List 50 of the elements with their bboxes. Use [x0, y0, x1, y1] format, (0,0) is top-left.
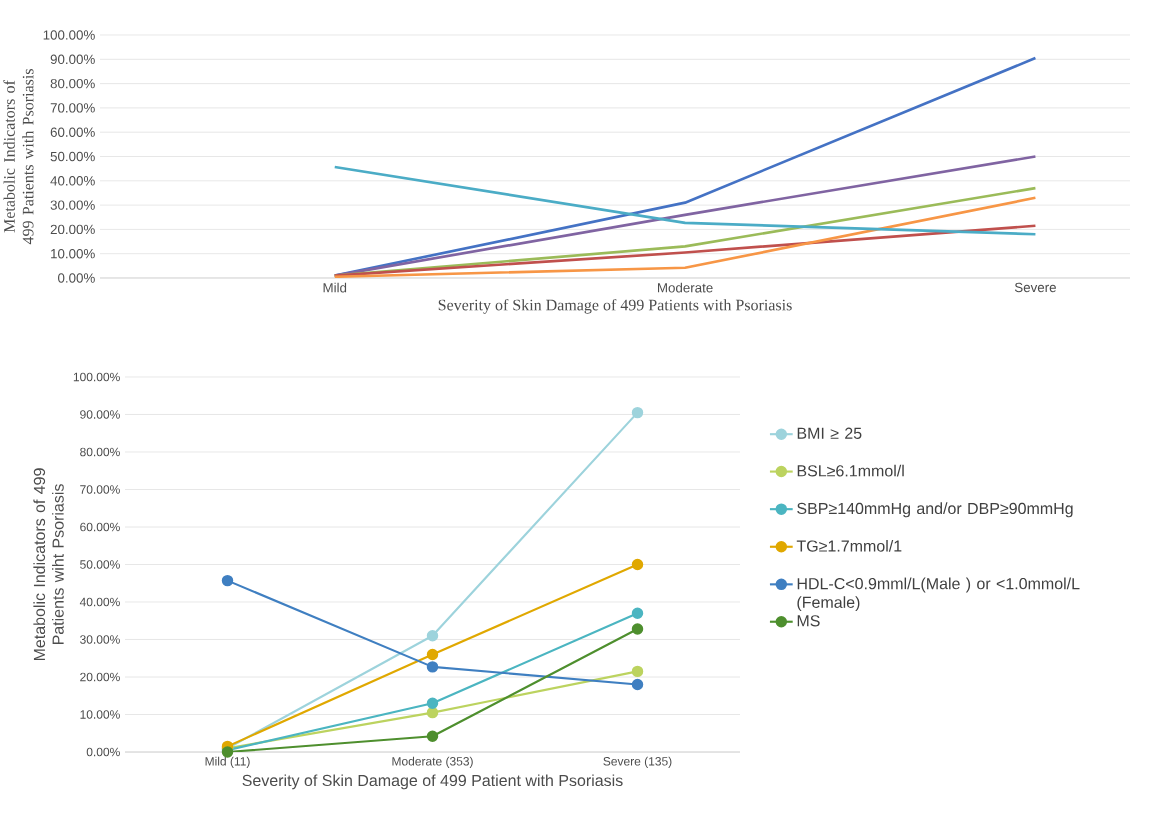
x-tick-label: Moderate (353) [392, 756, 473, 768]
legend-label: HDL-C<0.9mml/L(Male ) or <1.0mmol/L (Female) [797, 577, 1080, 612]
y-axis-title: Metabolic Indicators of 499 Patients wiht Psoriasis [33, 468, 64, 661]
point [631, 406, 644, 419]
point [426, 697, 439, 709]
y-tick-label: 80.00% [80, 447, 120, 457]
y-tick-label: 30.00% [80, 635, 120, 644]
y-tick-label: 60.00% [50, 127, 95, 137]
y-tick-label: 90.00% [80, 410, 120, 419]
point [221, 574, 234, 587]
y-tick-label: 90.00% [50, 54, 95, 65]
point [631, 678, 644, 691]
y-tick-label: 0.00% [58, 273, 95, 283]
y-axis-title: Metabolic Indicators of 499 Patients with Psoriasis [3, 69, 34, 245]
legend-label: SBP≥140mmHg and/or DBP≥90mmHg [797, 502, 1073, 518]
legend-label: BMI ≥ 25 [797, 427, 862, 439]
x-tick-label: Mild [323, 282, 347, 293]
y-tick-label: 100.00% [73, 372, 120, 382]
x-tick-label: Severe [1014, 282, 1056, 293]
y-tick-label: 50.00% [80, 560, 120, 569]
point [426, 648, 439, 661]
y-tick-label: 30.00% [50, 200, 95, 210]
y-tick-label: 80.00% [50, 78, 95, 89]
x-axis-title: Severity of Skin Damage of 499 Patients with Psoriasis [438, 298, 792, 314]
y-tick-label: 70.00% [50, 103, 95, 113]
y-tick-label: 60.00% [80, 522, 120, 532]
x-tick-label: Severe (135) [603, 756, 672, 768]
point [631, 623, 644, 635]
y-tick-label: 40.00% [79, 597, 120, 607]
legend-label: MS [797, 615, 820, 627]
point [426, 730, 439, 742]
point [631, 665, 644, 678]
y-tick-label: 50.00% [50, 151, 95, 162]
x-tick-label: Moderate [658, 282, 713, 293]
y-tick-label: 0.00% [86, 747, 120, 757]
y-tick-label: 70.00% [80, 485, 120, 494]
point [631, 607, 644, 619]
y-tick-label: 10.00% [80, 710, 120, 719]
x-tick-label: Mild (11) [205, 756, 250, 768]
legend-label: TG≥1.7mmol/1 [796, 539, 902, 552]
y-tick-label: 100.00% [43, 30, 95, 40]
legend-label: BSL≥6.1mmol/l [797, 464, 904, 477]
x-axis-title: Severity of Skin Damage of 499 Patient with Psoriasis [242, 774, 623, 790]
y-tick-label: 10.00% [51, 248, 95, 259]
y-tick-label: 20.00% [80, 672, 120, 682]
point [631, 558, 644, 571]
y-tick-label: 20.00% [50, 224, 95, 235]
y-tick-label: 40.00% [50, 176, 95, 186]
point [426, 661, 439, 673]
point [426, 630, 439, 642]
